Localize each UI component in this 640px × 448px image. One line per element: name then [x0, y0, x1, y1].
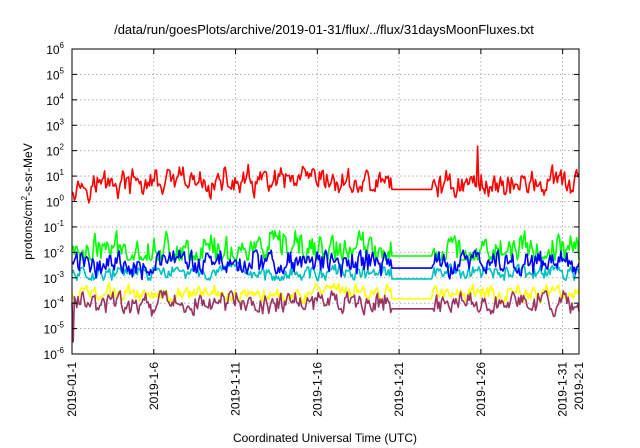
y-tick-label: 100: [46, 194, 64, 210]
series-line: [71, 145, 580, 204]
x-tick-label: 2019-1-11: [229, 362, 243, 416]
y-tick-label: 10-5: [44, 321, 65, 337]
x-tick-label: 2019-1-31: [556, 362, 570, 417]
y-tick-label: 106: [46, 41, 64, 57]
series-line: [71, 261, 580, 281]
chart-title: /data/run/goesPlots/archive/2019-01-31/f…: [114, 22, 534, 37]
y-tick-label: 10-3: [44, 270, 65, 286]
y-tick-label: 10-1: [44, 219, 65, 235]
x-tick-label: 2019-1-6: [147, 362, 161, 410]
y-tick-label: 102: [46, 143, 64, 159]
x-tick-label: 2019-1-26: [474, 362, 488, 417]
series-line: [71, 249, 580, 281]
series-line: [71, 290, 580, 343]
x-tick-label: 2019-2-1: [572, 362, 586, 410]
series-group: [71, 145, 580, 343]
x-tick-label: 2019-01-1: [65, 362, 79, 417]
y-tick-label: 10-6: [44, 346, 65, 362]
y-tick-label: 105: [46, 66, 64, 82]
y-axis-label-group: protons/cm2-s-sr-MeV: [20, 143, 35, 259]
x-tick-label: 2019-1-16: [310, 362, 324, 417]
y-tick-label: 104: [46, 92, 64, 108]
axis-ticks: 10-6 10-5 10-4 10-3 10-2 10-1 100 101 102 103 104 1…: [44, 41, 586, 417]
x-axis-label: Coordinated Universal Time (UTC): [233, 431, 417, 445]
series-line: [71, 230, 580, 261]
x-tick-label: 2019-1-21: [392, 362, 406, 417]
y-tick-label: 10-4: [44, 295, 65, 311]
y-tick-label: 101: [46, 168, 64, 184]
series-line: [71, 282, 580, 304]
y-tick-label: 10-2: [44, 244, 65, 260]
y-axis-label: protons/cm2-s-sr-MeV: [20, 143, 35, 259]
y-tick-label: 103: [46, 117, 64, 133]
grid: [72, 49, 579, 354]
